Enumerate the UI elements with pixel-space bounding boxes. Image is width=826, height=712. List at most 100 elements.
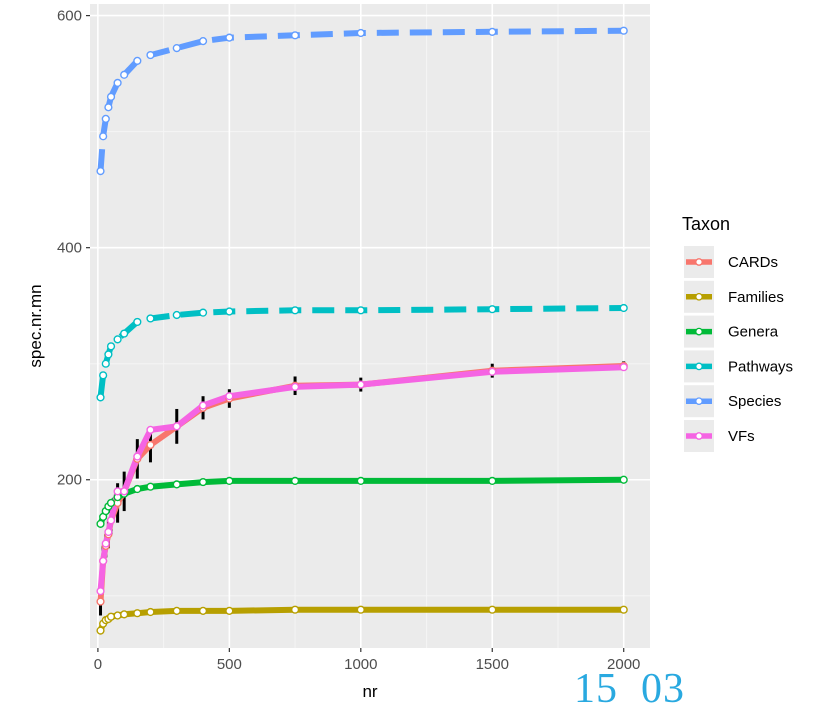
data-point-species [488, 27, 497, 36]
data-point-pathways [133, 317, 142, 327]
data-point-species [198, 37, 208, 46]
data-point-pathways [619, 303, 628, 313]
data-point-species [356, 28, 365, 38]
x-tick-label: 500 [217, 656, 242, 673]
data-point-species [106, 92, 116, 101]
overlay-watermark-text: 15 03 [574, 666, 685, 712]
legend-label-genera: Genera [728, 324, 779, 341]
data-point-vfs [101, 539, 110, 548]
x-tick-label: 2000 [607, 656, 640, 673]
data-point-vfs [133, 452, 142, 461]
legend-key-point [695, 432, 703, 440]
data-point-vfs [99, 556, 108, 566]
data-point-species [101, 114, 110, 123]
data-point-vfs [488, 367, 497, 376]
data-point-species [172, 43, 181, 53]
legend-label-species: Species [728, 393, 781, 410]
data-point-families [106, 612, 116, 621]
data-point-families [172, 606, 181, 615]
data-point-genera [290, 476, 300, 486]
data-point-genera [356, 476, 365, 486]
data-point-families [146, 607, 155, 617]
legend: Taxon CARDs Families Genera Pathways Species… [682, 214, 793, 452]
legend-label-pathways: Pathways [728, 358, 793, 375]
x-axis-title: nr [362, 682, 377, 701]
data-point-families [96, 626, 105, 635]
data-point-species [113, 78, 122, 88]
x-tick-label: 1500 [476, 656, 509, 673]
data-point-vfs [225, 392, 234, 401]
x-tick-label: 0 [94, 656, 102, 673]
panel-background [90, 4, 650, 648]
data-point-families [113, 611, 122, 620]
data-point-genera [488, 476, 497, 486]
data-point-species [619, 26, 628, 35]
minor-gridlines [90, 4, 650, 648]
data-point-species [290, 31, 300, 40]
data-point-genera [96, 519, 105, 528]
data-point-genera [133, 484, 142, 494]
data-point-species [96, 166, 105, 176]
data-point-vfs [172, 422, 181, 431]
data-point-vfs [619, 363, 628, 372]
x-tick-label: 1000 [344, 656, 377, 673]
data-point-vfs [356, 380, 365, 389]
data-point-species [99, 132, 108, 141]
data-point-vfs [146, 425, 155, 434]
data-point-pathways [172, 310, 181, 320]
data-point-families [120, 610, 129, 619]
y-axis: 200 400 600 [57, 8, 90, 489]
data-point-vfs [104, 527, 113, 537]
data-point-vfs [113, 487, 122, 496]
series-line-species [97, 27, 624, 172]
data-point-families [290, 605, 300, 614]
data-point-species [146, 50, 155, 60]
legend-key-point [695, 397, 703, 406]
data-point-pathways [146, 314, 155, 323]
legend-title: Taxon [682, 214, 730, 234]
data-point-cards [96, 597, 105, 606]
data-point-pathways [101, 359, 110, 368]
series-points [96, 26, 628, 635]
data-point-pathways [120, 329, 129, 338]
y-tick-label: 600 [57, 8, 82, 25]
data-point-pathways [96, 393, 105, 402]
data-point-genera [106, 498, 116, 508]
data-point-pathways [488, 305, 497, 314]
data-point-pathways [290, 306, 300, 315]
data-point-families [198, 606, 208, 615]
data-point-species [120, 70, 129, 79]
data-point-vfs [120, 487, 129, 496]
data-point-genera [198, 477, 208, 487]
data-point-vfs [96, 587, 105, 596]
legend-label-cards: CARDs [728, 254, 778, 271]
data-point-families [619, 605, 628, 614]
y-tick-label: 200 [57, 472, 82, 489]
data-point-genera [225, 476, 234, 486]
data-point-vfs [290, 382, 300, 392]
data-point-pathways [113, 335, 122, 344]
y-axis-title: spec.nr.mn [26, 284, 45, 367]
data-point-pathways [356, 306, 365, 315]
data-point-pathways [198, 308, 208, 317]
legend-label-families: Families [728, 289, 784, 306]
data-point-families [133, 609, 142, 618]
data-point-species [104, 103, 113, 112]
legend-key-point [695, 327, 703, 336]
data-point-genera [172, 480, 181, 489]
data-point-vfs [106, 516, 116, 525]
data-point-pathways [106, 342, 116, 351]
legend-label-vfs: VFs [728, 428, 755, 445]
data-point-families [356, 605, 365, 614]
data-point-vfs [198, 401, 208, 410]
data-point-pathways [99, 371, 108, 380]
data-point-genera [146, 482, 155, 491]
x-axis: 0 500 1000 1500 2000 [94, 648, 640, 673]
data-point-families [225, 606, 234, 615]
legend-key-point [695, 362, 703, 371]
legend-key-point [695, 258, 703, 266]
y-tick-label: 400 [57, 240, 82, 257]
data-point-genera [619, 475, 628, 484]
data-point-cards [146, 440, 155, 450]
